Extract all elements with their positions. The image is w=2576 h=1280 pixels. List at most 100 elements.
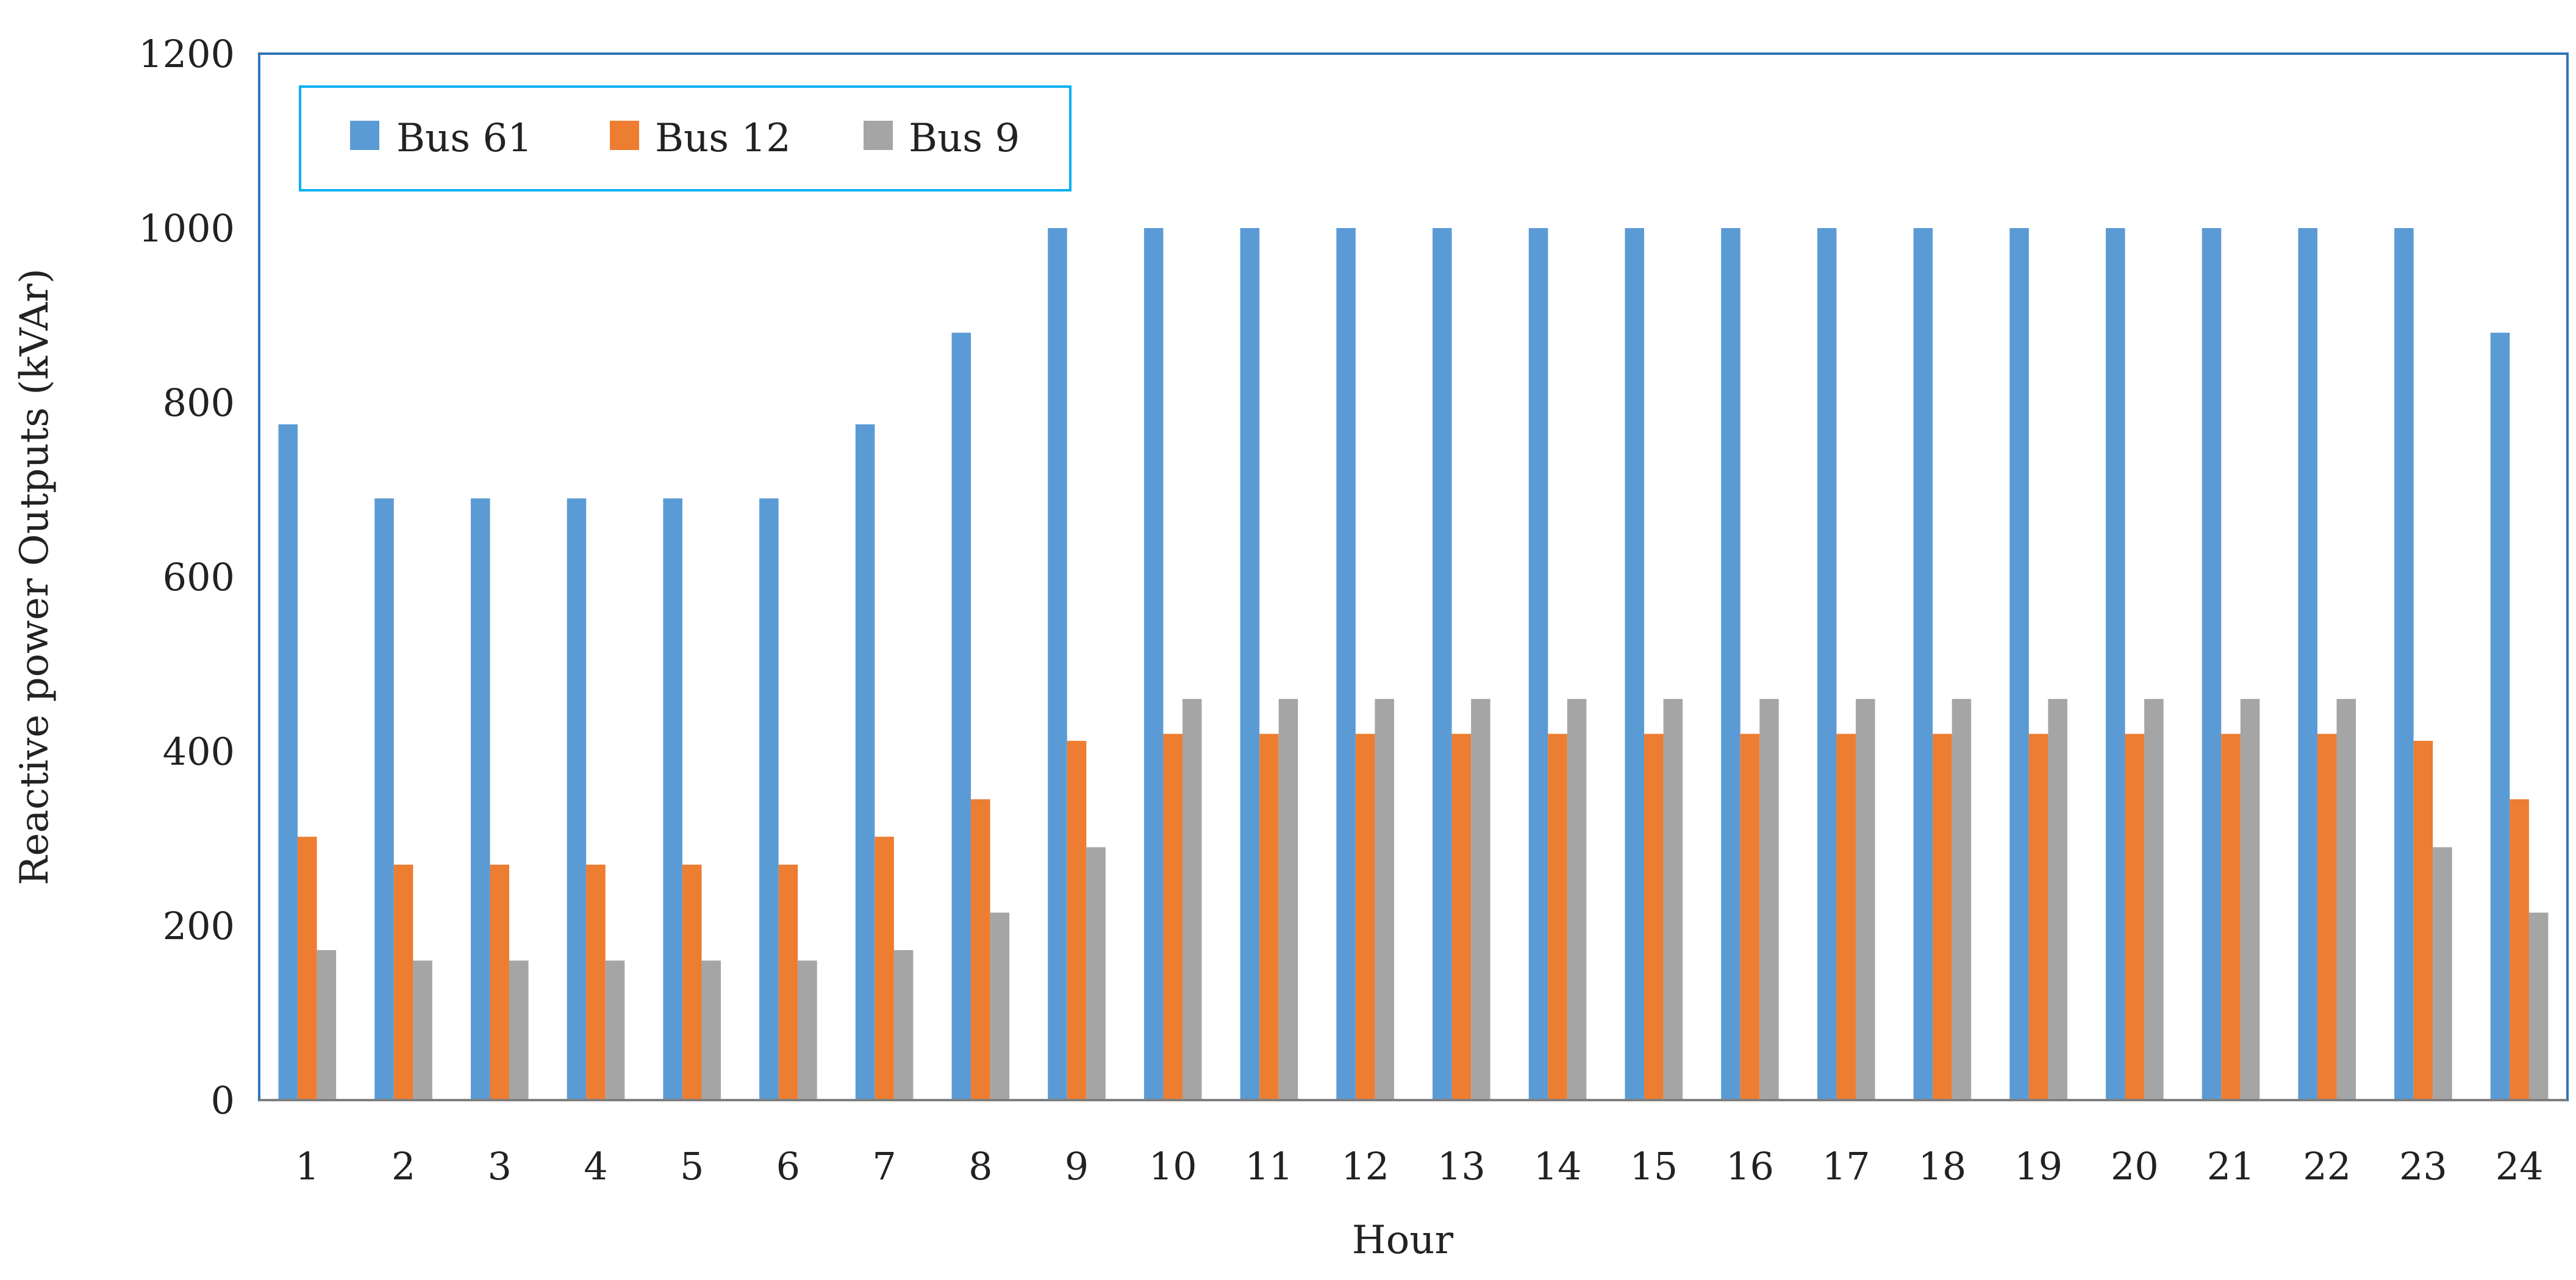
bar-bus-9-hour-10 — [1182, 699, 1202, 1100]
bar-bus-9-hour-18 — [1952, 699, 1972, 1100]
legend-swatch-bus-9 — [864, 121, 893, 150]
bar-bus-9-hour-24 — [2528, 912, 2549, 1100]
x-tick-label: 3 — [488, 1144, 512, 1189]
x-tick-label: 24 — [2496, 1144, 2544, 1189]
legend-box — [299, 85, 1072, 191]
bar-bus-9-hour-17 — [1855, 699, 1875, 1100]
x-tick-label: 4 — [584, 1144, 607, 1189]
bar-bus-61-hour-21 — [2202, 228, 2222, 1100]
bar-bus-12-hour-17 — [1836, 734, 1856, 1100]
x-axis: 1 2 3 4 5 6 7 8 9 10 11 12 13 14 15 16 17 18 19 20 21 22 23 24 — [295, 1144, 2543, 1189]
bar-bus-61-hour-10 — [1143, 228, 1164, 1100]
bar-bus-9-hour-16 — [1759, 699, 1779, 1100]
bar-bus-9-hour-11 — [1278, 699, 1298, 1100]
x-tick-label: 13 — [1437, 1144, 1486, 1189]
bar-bus-61-hour-13 — [1433, 228, 1452, 1100]
bar-bus-12-hour-20 — [2125, 734, 2145, 1100]
bar-bus-12-hour-14 — [1548, 734, 1567, 1100]
legend-swatch-bus-61 — [350, 121, 379, 150]
x-tick-label: 17 — [1822, 1144, 1870, 1189]
bar-bus-12-hour-21 — [2221, 734, 2241, 1100]
legend-label-bus-12: Bus 12 — [655, 116, 791, 161]
bar-bus-61-hour-3 — [470, 498, 490, 1100]
bar-bus-9-hour-19 — [2048, 699, 2067, 1100]
y-tick-label: 0 — [211, 1078, 235, 1123]
bar-bus-12-hour-3 — [490, 864, 510, 1100]
x-tick-label: 19 — [2014, 1144, 2063, 1189]
x-tick-label: 14 — [1534, 1144, 1582, 1189]
bar-bus-9-hour-5 — [701, 960, 721, 1100]
bar-bus-12-hour-13 — [1451, 734, 1472, 1100]
x-tick-label: 9 — [1065, 1144, 1089, 1189]
bar-bus-61-hour-18 — [1913, 228, 1933, 1100]
bar-bus-12-hour-23 — [2413, 740, 2433, 1100]
bar-bus-61-hour-4 — [567, 498, 587, 1100]
bar-bus-9-hour-4 — [605, 960, 625, 1100]
bar-bus-9-hour-14 — [1567, 699, 1587, 1100]
x-tick-label: 16 — [1726, 1144, 1774, 1189]
bar-bus-9-hour-22 — [2336, 699, 2356, 1100]
bar-bus-12-hour-19 — [2028, 734, 2048, 1100]
y-tick-label: 800 — [163, 381, 235, 425]
bar-bus-61-hour-5 — [663, 498, 682, 1100]
x-tick-label: 6 — [776, 1144, 800, 1189]
bar-bus-61-hour-22 — [2298, 228, 2317, 1100]
bar-bus-12-hour-8 — [971, 799, 990, 1100]
bar-bus-9-hour-12 — [1375, 699, 1394, 1100]
bar-bus-9-hour-3 — [509, 960, 529, 1100]
y-tick-label: 600 — [163, 555, 235, 599]
bar-bus-61-hour-17 — [1817, 228, 1837, 1100]
bar-bus-9-hour-23 — [2433, 847, 2452, 1100]
bar-bus-9-hour-8 — [990, 912, 1010, 1100]
bar-bus-61-hour-12 — [1336, 228, 1356, 1100]
bar-bus-12-hour-4 — [586, 864, 606, 1100]
bar-bus-9-hour-7 — [893, 950, 914, 1100]
bar-bus-12-hour-15 — [1644, 734, 1664, 1100]
bar-bus-12-hour-2 — [393, 864, 413, 1100]
bar-bus-9-hour-1 — [317, 950, 337, 1100]
y-axis-title: Reactive power Outputs (kVAr) — [12, 268, 57, 885]
bar-bus-61-hour-8 — [951, 332, 971, 1100]
bar-bus-12-hour-6 — [778, 864, 798, 1100]
bar-bus-61-hour-14 — [1528, 228, 1548, 1100]
bar-bus-61-hour-19 — [2009, 228, 2029, 1100]
y-tick-label: 200 — [163, 904, 235, 948]
x-tick-label: 23 — [2399, 1144, 2447, 1189]
bar-bus-61-hour-23 — [2394, 228, 2414, 1100]
x-tick-label: 1 — [295, 1144, 319, 1189]
bar-bus-61-hour-9 — [1048, 228, 1067, 1100]
bar-bus-9-hour-15 — [1663, 699, 1683, 1100]
bar-bus-61-hour-16 — [1721, 228, 1741, 1100]
bar-bus-12-hour-16 — [1740, 734, 1760, 1100]
y-axis: 0 200 400 600 800 1000 1200 — [138, 32, 235, 1123]
bar-bus-61-hour-6 — [759, 498, 779, 1100]
x-tick-label: 18 — [1918, 1144, 1966, 1189]
bar-bus-9-hour-21 — [2240, 699, 2260, 1100]
x-tick-label: 8 — [968, 1144, 992, 1189]
bar-bus-61-hour-2 — [374, 498, 394, 1100]
x-axis-title: Hour — [1352, 1218, 1454, 1263]
x-tick-label: 7 — [872, 1144, 896, 1189]
bar-bus-12-hour-7 — [875, 837, 894, 1100]
bar-bus-9-hour-13 — [1471, 699, 1490, 1100]
x-tick-label: 21 — [2207, 1144, 2255, 1189]
bar-bus-61-hour-11 — [1240, 228, 1260, 1100]
bar-bus-61-hour-1 — [278, 424, 298, 1100]
y-tick-label: 1000 — [138, 206, 235, 251]
bar-bus-9-hour-20 — [2144, 699, 2164, 1100]
bar-bus-9-hour-2 — [413, 960, 432, 1100]
x-tick-label: 22 — [2303, 1144, 2351, 1189]
bar-bus-12-hour-11 — [1259, 734, 1279, 1100]
bar-bus-12-hour-5 — [682, 864, 702, 1100]
bar-bus-12-hour-9 — [1067, 740, 1087, 1100]
x-tick-label: 12 — [1341, 1144, 1389, 1189]
legend-label-bus-9: Bus 9 — [909, 116, 1020, 161]
x-tick-label: 11 — [1245, 1144, 1293, 1189]
bar-bus-12-hour-22 — [2317, 734, 2337, 1100]
bar-bus-61-hour-20 — [2106, 228, 2125, 1100]
legend: Bus 61 Bus 12 Bus 9 — [299, 85, 1072, 191]
x-tick-label: 20 — [2111, 1144, 2159, 1189]
bar-bus-9-hour-6 — [798, 960, 817, 1100]
